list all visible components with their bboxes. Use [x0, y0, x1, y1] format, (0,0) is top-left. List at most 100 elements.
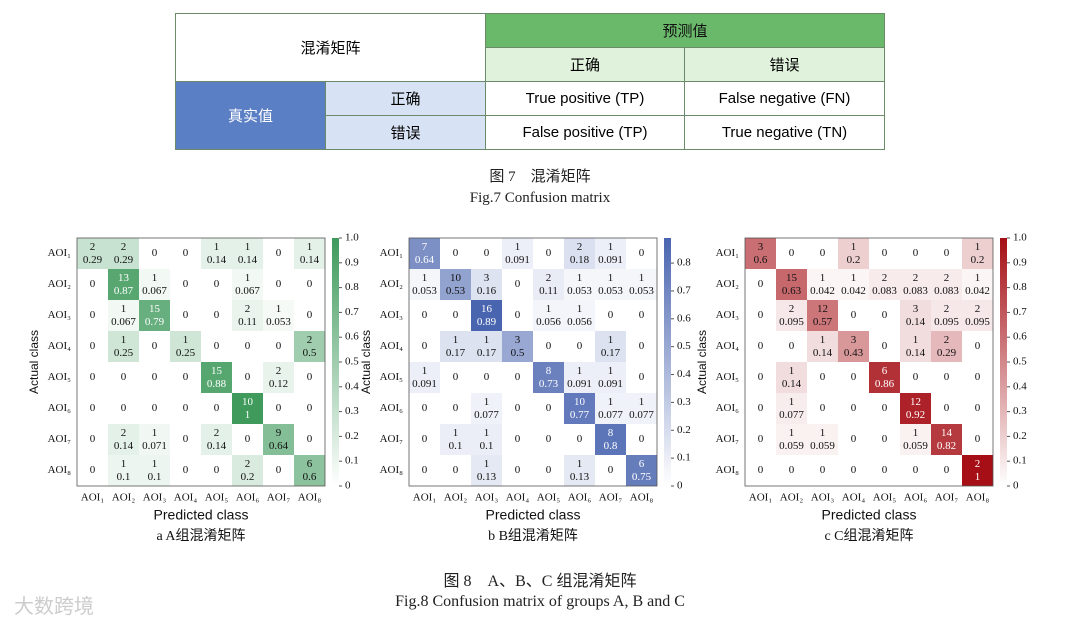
cell-count: 0	[152, 371, 158, 383]
heat-cell	[931, 393, 962, 424]
heat-cell	[564, 300, 595, 331]
y-tick-label: AOI₇	[48, 433, 72, 445]
cell-count: 0	[758, 433, 764, 445]
heat-cell	[77, 362, 108, 393]
heat-cell	[869, 455, 900, 486]
cell-ratio: 0.2	[241, 471, 255, 483]
caption: Fig.8 Confusion matrix of groups A, B an…	[395, 593, 685, 610]
colorbar-label: 0.5	[345, 356, 359, 368]
heat-cell	[108, 393, 139, 424]
cell-count: 0	[453, 371, 459, 383]
heat-cell	[869, 269, 900, 300]
heat-cell	[776, 362, 807, 393]
cell-count: 1	[307, 241, 313, 253]
cell-count: 1	[789, 365, 795, 377]
cell-count: 1	[484, 334, 490, 346]
heat-cell	[869, 362, 900, 393]
heat-cell	[108, 300, 139, 331]
heat-cell	[807, 269, 838, 300]
heat-cell	[409, 238, 440, 269]
cell-ratio: 0.11	[238, 316, 257, 328]
colorbar-label: 0.1	[1013, 455, 1027, 467]
heat-cell	[869, 238, 900, 269]
heat-cell	[409, 424, 440, 455]
cell-count: 0	[608, 464, 614, 476]
y-tick-label: AOI₂	[380, 278, 404, 290]
cell-count: 0	[183, 464, 189, 476]
colorbar-label: 0.2	[345, 430, 359, 442]
cell-count: 2	[546, 272, 552, 284]
cell-count: 0	[546, 247, 552, 259]
cell-count: 0	[276, 464, 282, 476]
heat-cell	[931, 238, 962, 269]
heat-cell	[962, 362, 993, 393]
cell-count: 0	[758, 464, 764, 476]
cell-ratio: 0.6	[754, 254, 768, 266]
heat-cell	[900, 300, 931, 331]
heat-cell	[108, 238, 139, 269]
cell-count: 0	[820, 402, 826, 414]
y-tick-label: AOI₇	[716, 433, 740, 445]
cell-count: 0	[975, 402, 981, 414]
y-tick-label: AOI₈	[48, 464, 72, 476]
cell-ratio: 0.053	[598, 285, 623, 297]
chart-caption: c C组混淆矩阵	[824, 528, 913, 544]
cell-count: 1	[789, 396, 795, 408]
cell-count: 0	[276, 247, 282, 259]
heat-cell	[776, 269, 807, 300]
caption: 图 7 混淆矩阵	[489, 169, 591, 185]
heat-cell	[77, 393, 108, 424]
heat-cell	[201, 300, 232, 331]
cell-count: 1	[214, 241, 220, 253]
cell-ratio: 0.042	[965, 285, 990, 297]
heat-cell	[263, 269, 294, 300]
y-tick-label: AOI₁	[48, 247, 72, 259]
cell-count: 3	[913, 303, 919, 315]
cell-count: 2	[789, 303, 795, 315]
x-tick-label: AOI₆	[236, 492, 260, 504]
colorbar	[1000, 238, 1007, 486]
heat-cell	[294, 238, 325, 269]
heat-cell	[139, 300, 170, 331]
cell-ratio: 0.083	[903, 285, 928, 297]
colorbar-label: 0.1	[345, 455, 359, 467]
cell-count: 1	[913, 427, 919, 439]
heat-cell	[409, 269, 440, 300]
cell-count: 0	[245, 433, 251, 445]
heat-cell	[807, 424, 838, 455]
heat-cell	[807, 238, 838, 269]
cell-ratio: 0.8	[604, 440, 618, 452]
heat-cell	[533, 362, 564, 393]
cell-count: 0	[546, 433, 552, 445]
heat-cell	[564, 269, 595, 300]
cell-count: 0	[758, 278, 764, 290]
x-tick-label: AOI₃	[143, 492, 167, 504]
heat-cell	[294, 269, 325, 300]
colorbar-label: 0.6	[1013, 331, 1027, 343]
cell-ratio: 0.059	[903, 440, 928, 452]
cell-ratio: 0.091	[567, 378, 592, 390]
cell-count: 0	[245, 340, 251, 352]
heat-cell	[900, 238, 931, 269]
heat-cell	[77, 269, 108, 300]
cell-count: 0	[276, 278, 282, 290]
cell-count: 0	[307, 433, 313, 445]
x-tick-label: AOI₃	[475, 492, 499, 504]
cell-count: 0	[307, 371, 313, 383]
cell-count: 1	[820, 272, 826, 284]
heat-cell	[263, 331, 294, 362]
cell-ratio: 0.17	[446, 347, 466, 359]
cell-ratio: 0.14	[114, 440, 134, 452]
cell-ratio: 0.29	[83, 254, 103, 266]
cell-count: 1	[484, 427, 490, 439]
heat-cell	[471, 269, 502, 300]
heat-cell	[533, 455, 564, 486]
heat-cell	[626, 455, 657, 486]
cell-count: 10	[450, 272, 462, 284]
cell-count: 0	[851, 433, 857, 445]
y-tick-label: AOI₄	[380, 340, 404, 352]
heat-cell	[201, 424, 232, 455]
x-tick-label: AOI₁	[81, 492, 105, 504]
cell-count: 6	[307, 458, 313, 470]
